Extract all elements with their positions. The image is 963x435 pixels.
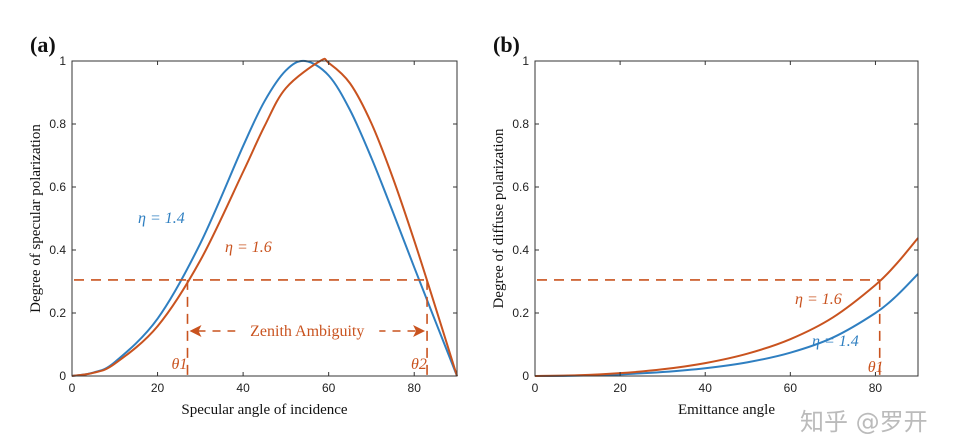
legend-label-eta-1-4: η = 1.4 (812, 333, 859, 350)
series-line-eta-1-4 (71, 59, 458, 377)
y-tick-label: 0.4 (512, 243, 529, 257)
panel-label: (a) (30, 32, 56, 57)
axes-box (534, 60, 919, 377)
y-tick-label: 1 (522, 54, 529, 68)
y-tick-label: 0.6 (49, 180, 66, 194)
panel-a: (a) Zenith Ambiguity θ1 θ2 η = 1.4 η = 1.6 0 20… (28, 32, 458, 418)
axes-box (71, 60, 458, 377)
y-tick-label: 0.8 (49, 117, 66, 131)
x-tick-label: 60 (322, 381, 336, 395)
y-tick-label: 0.2 (49, 306, 66, 320)
y-tick-label: 0.4 (49, 243, 66, 257)
x-tick-label: 80 (408, 381, 422, 395)
x-tick-label: 80 (869, 381, 883, 395)
y-tick-label: 0.2 (512, 306, 529, 320)
x-tick-label: 20 (613, 381, 627, 395)
y-tick-label: 1 (59, 54, 66, 68)
x-tick-label: 40 (236, 381, 250, 395)
legend-label-eta-1-4: η = 1.4 (138, 210, 185, 227)
x-tick-label: 40 (699, 381, 713, 395)
y-tick-label: 0.8 (512, 117, 529, 131)
x-tick-label: 60 (784, 381, 798, 395)
panel-b: (b) θ1 η = 1.6 η = 1.4 0 20 40 60 80 0 0.2 0.4 0.6 0.… (491, 32, 919, 418)
x-tick-label: 20 (151, 381, 165, 395)
legend-label-eta-1-6: η = 1.6 (225, 239, 272, 256)
x-tick-label: 0 (69, 381, 76, 395)
legend-label-eta-1-6: η = 1.6 (795, 291, 842, 308)
theta1-label: θ1 (172, 356, 188, 373)
y-tick-label: 0.6 (512, 180, 529, 194)
y-tick-label: 0 (59, 369, 66, 383)
watermark: 知乎 @罗开 (800, 408, 928, 435)
y-axis-label: Degree of diffuse polarization (491, 128, 507, 309)
theta1-label: θ1 (868, 359, 884, 376)
theta2-label: θ2 (411, 356, 427, 373)
zenith-ambiguity-label: Zenith Ambiguity (250, 323, 364, 340)
label-background (235, 320, 380, 342)
series-line-eta-1-6 (71, 57, 458, 377)
series-line-eta-1-4 (534, 273, 919, 377)
series-line-eta-1-6 (534, 237, 919, 377)
panel-label: (b) (493, 32, 520, 57)
y-tick-label: 0 (522, 369, 529, 383)
x-axis-label: Emittance angle (678, 402, 775, 418)
y-axis-label: Degree of specular polarization (28, 124, 44, 313)
arrowhead-left-icon (189, 325, 202, 337)
x-axis-label: Specular angle of incidence (181, 402, 348, 418)
x-tick-label: 0 (532, 381, 539, 395)
arrowhead-right-icon (413, 325, 426, 337)
